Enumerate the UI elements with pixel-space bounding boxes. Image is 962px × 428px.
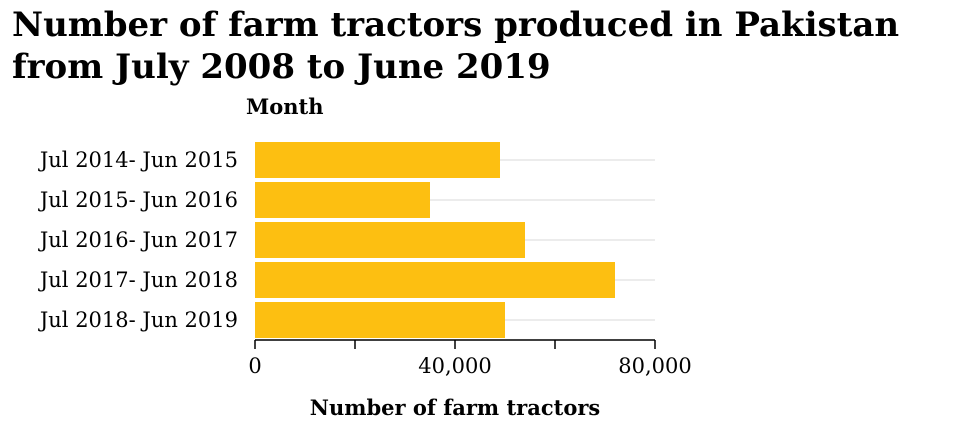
x-tick-label: 0 [248,354,261,378]
y-tick-label: Jul 2015- Jun 2016 [38,188,238,212]
y-axis-title: Month [246,94,324,119]
bar [255,262,615,298]
y-tick-label: Jul 2017- Jun 2018 [38,268,238,292]
x-tick-label: 80,000 [618,354,691,378]
bar [255,222,525,258]
bar [255,182,430,218]
chart-title: Number of farm tractors produced in Paki… [12,5,900,87]
y-tick-label: Jul 2014- Jun 2015 [38,148,238,172]
y-tick-label: Jul 2016- Jun 2017 [38,228,238,252]
x-axis-title: Number of farm tractors [310,395,600,420]
bar [255,302,505,338]
x-tick-label: 40,000 [418,354,491,378]
y-tick-label: Jul 2018- Jun 2019 [38,308,238,332]
bar [255,142,500,178]
